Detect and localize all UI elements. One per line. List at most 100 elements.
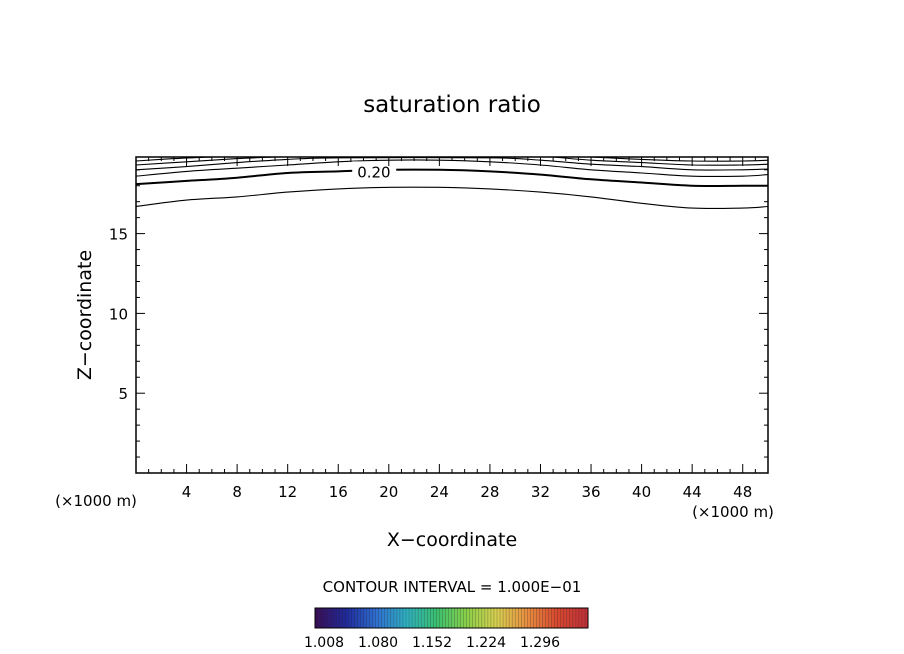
colorbar (314, 607, 589, 629)
axis-ticks (136, 157, 768, 473)
colorbar-cell (421, 608, 425, 628)
colorbar-cell (466, 608, 471, 628)
colorbar-cell (315, 608, 319, 628)
colorbar-cell (424, 608, 428, 628)
colorbar-cell (399, 608, 404, 628)
colorbar-cell (330, 608, 334, 628)
colorbar-cell (539, 608, 543, 628)
x-unit-left: (×1000 m) (55, 492, 137, 510)
colorbar-cell (515, 608, 519, 628)
colorbar-cell (512, 608, 516, 628)
colorbar-cell (406, 608, 410, 628)
colorbar-cell (572, 608, 577, 628)
colorbar-cell (357, 608, 361, 628)
x-axis-label: X−coordinate (387, 529, 517, 551)
colorbar-labels: 1.008 1.080 1.152 1.224 1.296 (304, 635, 560, 651)
colorbar-cell (366, 608, 370, 628)
colorbar-cell (472, 608, 477, 628)
colorbar-cell (409, 608, 413, 628)
colorbar-cell (569, 608, 574, 628)
colorbar-cell (484, 608, 489, 628)
contour-lines: 0.20 (135, 156, 769, 210)
contour-line (135, 186, 769, 210)
colorbar-cell (451, 608, 455, 628)
contour-label-backing (352, 161, 397, 179)
colorbar-cell (445, 608, 449, 628)
colorbar-cell (490, 608, 495, 628)
colorbar-cell (448, 608, 452, 628)
colorbar-cell (436, 608, 440, 628)
colorbar-cell (469, 608, 474, 628)
colorbar-cell (442, 608, 446, 628)
colorbar-cell (375, 608, 380, 628)
colorbar-cell (360, 608, 364, 628)
y-tick-label: 15 (109, 226, 128, 244)
colorbar-cell (521, 608, 525, 628)
x-tick-label: 4 (182, 483, 192, 501)
y-tick-label: 5 (118, 385, 128, 403)
colorbar-cell (478, 608, 483, 628)
colorbar-tick-label: 1.080 (358, 635, 398, 651)
colorbar-cell (536, 608, 540, 628)
colorbar-cell (390, 608, 395, 628)
colorbar-cell (545, 608, 549, 628)
colorbar-cell (327, 608, 331, 628)
colorbar-cell (460, 608, 465, 628)
colorbar-cell (324, 608, 328, 628)
colorbar-cell (393, 608, 398, 628)
colorbar-cell (345, 608, 349, 628)
colorbar-cell (457, 608, 461, 628)
colorbar-cell (384, 608, 389, 628)
colorbar-cell (548, 608, 552, 628)
colorbar-cell (551, 608, 556, 628)
colorbar-cell (487, 608, 492, 628)
contour-line (135, 168, 768, 187)
colorbar-cell (412, 608, 416, 628)
colorbar-tick-label: 1.224 (466, 635, 506, 651)
chart-title: saturation ratio (363, 92, 541, 118)
colorbar-cell (430, 608, 434, 628)
colorbar-cell (454, 608, 458, 628)
colorbar-cell (500, 608, 504, 628)
colorbar-cell (381, 608, 386, 628)
contour-label: 0.20 (357, 163, 390, 181)
colorbar-cell (509, 608, 513, 628)
x-tick-label: 20 (379, 483, 398, 501)
colorbar-cell (372, 608, 377, 628)
colorbar-cell (581, 608, 586, 628)
x-tick-label: 32 (531, 483, 550, 501)
colorbar-cell (506, 608, 510, 628)
colorbar-cell (481, 608, 486, 628)
colorbar-cell (527, 608, 531, 628)
x-tick-label: 48 (733, 483, 752, 501)
colorbar-cell (554, 608, 559, 628)
colorbar-cell (433, 608, 437, 628)
colorbar-cell (566, 608, 571, 628)
plot-frame (135, 156, 769, 474)
colorbar-cell (339, 608, 343, 628)
colorbar-cell (318, 608, 322, 628)
colorbar-cell (584, 608, 589, 628)
x-unit-right: (×1000 m) (692, 503, 774, 521)
colorbar-cell (396, 608, 401, 628)
colorbar-cell (387, 608, 392, 628)
colorbar-cell (560, 608, 565, 628)
colorbar-cell (463, 608, 468, 628)
colorbar-cell (342, 608, 346, 628)
x-tick-label: 24 (430, 483, 449, 501)
x-tick-label: 16 (329, 483, 348, 501)
colorbar-cell (336, 608, 340, 628)
colorbar-cell (348, 608, 352, 628)
colorbar-cell (503, 608, 507, 628)
colorbar-cell (418, 608, 422, 628)
colorbar-cell (578, 608, 583, 628)
colorbar-frame (314, 607, 589, 629)
colorbar-cell (518, 608, 522, 628)
x-tick-label: 8 (232, 483, 242, 501)
colorbar-tick-label: 1.008 (304, 635, 344, 651)
colorbar-cell (439, 608, 443, 628)
x-tick-label: 44 (683, 483, 702, 501)
colorbar-tick-label: 1.152 (412, 635, 452, 651)
